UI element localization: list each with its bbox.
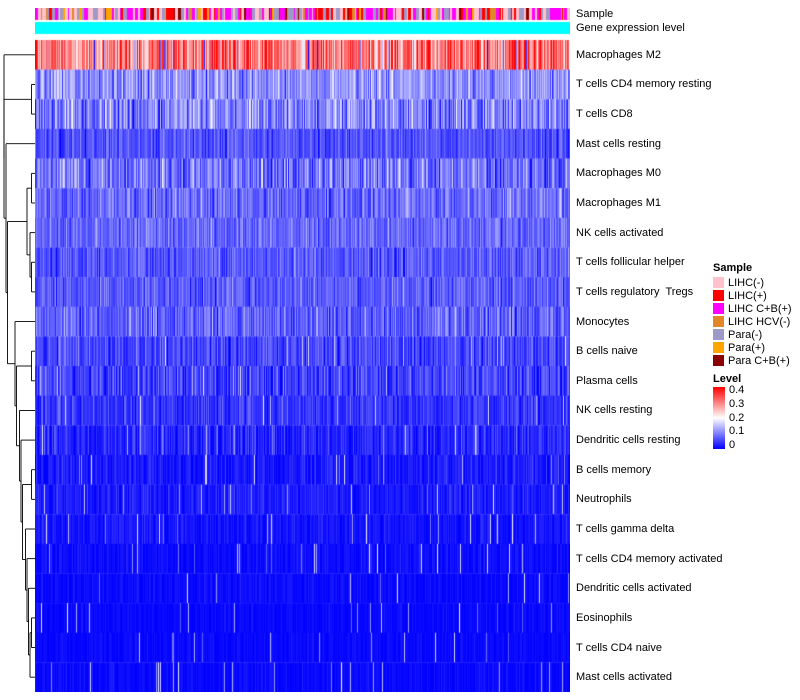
annotation-label-sample: Sample: [576, 8, 614, 20]
row-label: T cells CD4 naive: [576, 641, 662, 654]
row-label: Mast cells activated: [576, 671, 672, 684]
legend-sample-item: LIHC HCV(-): [713, 315, 792, 328]
legend-item-label: LIHC HCV(-): [728, 315, 791, 328]
legend-sample-item: Para C+B(+): [713, 354, 792, 367]
legend-item-label: LIHC(-): [728, 276, 765, 289]
row-label: Plasma cells: [576, 374, 638, 387]
row-label: Neutrophils: [576, 493, 632, 506]
row-dendrogram: [3, 54, 35, 678]
row-label: Eosinophils: [576, 611, 633, 624]
row-label: T cells regulatory Tregs: [576, 285, 694, 298]
row-label: Macrophages M2: [576, 48, 661, 61]
annotation-label-gene-expression-level: Gene expression level: [576, 22, 685, 34]
legend-sample-item: LIHC(+): [713, 289, 792, 302]
legend-item-label: LIHC C+B(+): [728, 302, 792, 315]
legend-item-label: Para(+): [728, 341, 765, 354]
legend-swatch: [713, 303, 724, 314]
row-label: T cells CD8: [576, 108, 633, 121]
level-colorbar: [713, 387, 725, 449]
level-tick-label: 0.4: [729, 384, 745, 396]
row-label: NK cells activated: [576, 226, 664, 239]
legend-swatch: [713, 316, 724, 327]
legend-item-label: LIHC(+): [728, 289, 767, 302]
legend-level-block: Level 0.4 0.3 0.2 0.1 0: [713, 373, 792, 451]
row-label: B cells naive: [576, 345, 638, 358]
legend-swatch: [713, 342, 724, 353]
row-label: Dendritic cells resting: [576, 434, 681, 447]
legend-sample-title: Sample: [713, 262, 753, 274]
legend-item-label: Para C+B(+): [728, 354, 790, 367]
row-label: T cells CD4 memory activated: [576, 552, 723, 565]
legend-sample-item: LIHC C+B(+): [713, 302, 792, 315]
row-label: B cells memory: [576, 463, 652, 476]
legend-sample-item: LIHC(-): [713, 276, 792, 289]
row-label: T cells CD4 memory resting: [576, 78, 712, 91]
legend-swatch: [713, 355, 724, 366]
level-tick-label: 0.3: [729, 397, 745, 410]
heatmap-canvas: [35, 8, 570, 692]
legend-sample-items: LIHC(-) LIHC(+) LIHC C+B(+) LIHC HCV(-) Para…: [713, 276, 792, 367]
row-label: Macrophages M0: [576, 167, 661, 180]
row-label: Macrophages M1: [576, 197, 661, 209]
legend-swatch: [713, 329, 724, 340]
level-tick-label: 0.1: [729, 425, 745, 438]
row-label: Monocytes: [576, 315, 630, 328]
legend-swatch: [713, 290, 724, 301]
level-tick-label: 0.2: [729, 411, 745, 424]
level-tick-label: 0: [729, 439, 736, 451]
row-label: T cells gamma delta: [576, 523, 675, 535]
row-label: T cells follicular helper: [576, 256, 685, 269]
legend-level-title: Level: [713, 373, 742, 385]
legend-item-label: Para(-): [728, 328, 763, 341]
row-label: Dendritic cells activated: [576, 582, 692, 595]
level-ticks: 0.4 0.3 0.2 0.1 0: [729, 385, 744, 451]
legend-swatch: [713, 277, 724, 288]
legend-sample-item: Para(+): [713, 341, 792, 354]
row-label: NK cells resting: [576, 404, 653, 417]
row-label: Mast cells resting: [576, 137, 661, 150]
legend: Sample LIHC(-) LIHC(+) LIHC C+B(+) LIHC HCV…: [713, 262, 792, 451]
legend-sample-item: Para(-): [713, 328, 792, 341]
